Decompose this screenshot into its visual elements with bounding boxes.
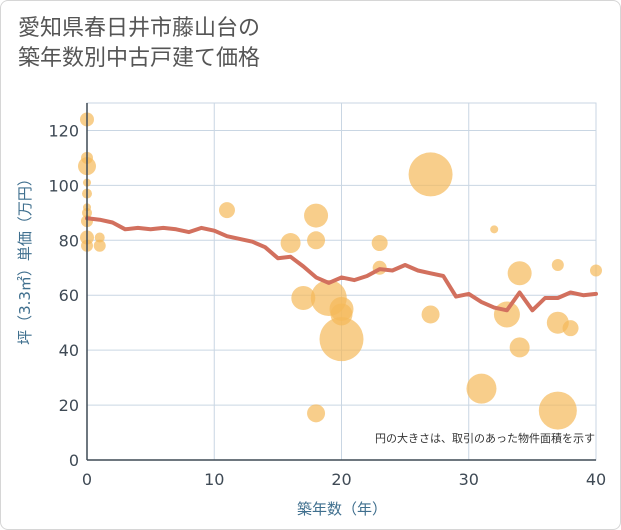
bubble-point: [493, 301, 520, 328]
x-axis-title: 築年数（年）: [297, 500, 387, 518]
bubble-point: [218, 202, 235, 219]
bubble-point: [490, 225, 499, 234]
average-price-line: [85, 216, 598, 313]
y-tick-label: 20: [59, 396, 79, 415]
y-tick-label: 40: [59, 341, 79, 360]
bubble-point: [291, 285, 316, 310]
bubble-point: [538, 391, 577, 430]
bubble-point: [307, 231, 326, 250]
bubble-point: [466, 373, 497, 404]
bubble-point: [507, 261, 532, 286]
y-tick-label: 120: [48, 121, 79, 140]
bubble-point: [94, 232, 105, 243]
x-tick-label: 0: [82, 470, 92, 489]
bubble-point: [304, 203, 329, 228]
chart-title-line-2: 築年数別中古戸建て価格: [18, 46, 261, 71]
y-tick-label: 0: [69, 451, 79, 470]
bubble-point: [509, 337, 530, 358]
bubble-point: [551, 259, 564, 272]
bubble-point: [371, 235, 388, 252]
x-tick-label: 30: [459, 470, 479, 489]
y-tick-label: 60: [59, 286, 79, 305]
bubble-point: [562, 320, 579, 337]
bubble-size-note: 円の大きさは、取引のあった物件面積を示す: [375, 431, 595, 445]
y-axis-title: 坪（3.3㎡）単価（万円）: [16, 171, 34, 345]
x-tick-label: 20: [331, 470, 351, 489]
x-tick-label: 10: [204, 470, 224, 489]
bubble-point: [93, 239, 106, 252]
bubble-series: [78, 112, 602, 430]
axes: 0 20 40 60 80 100 120 0 10 20 30 40: [48, 103, 606, 489]
bubble-point: [307, 404, 326, 423]
bubble-point: [319, 317, 364, 362]
bubble-point: [421, 305, 440, 324]
bubble-point: [408, 152, 453, 197]
average-price-line-series: [85, 216, 598, 313]
chart-title-line-1: 愛知県春日井市藤山台の: [18, 16, 261, 41]
y-tick-label: 100: [48, 176, 79, 195]
bubble-point: [280, 233, 301, 254]
chart-title: 愛知県春日井市藤山台の 築年数別中古戸建て価格: [18, 14, 260, 74]
bubble-point: [590, 264, 602, 277]
x-tick-label: 40: [586, 470, 606, 489]
y-tick-label: 80: [59, 231, 79, 250]
